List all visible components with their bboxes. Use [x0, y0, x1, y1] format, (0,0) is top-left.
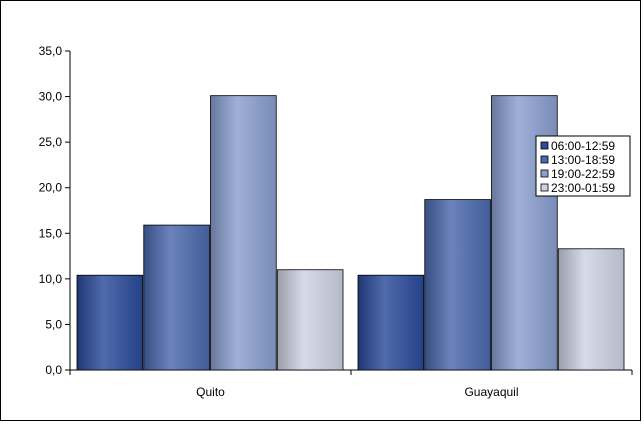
y-axis: 0,0 5,0 10,0 15,0 20,0 25,0 30,0 35,0: [39, 44, 71, 377]
bar: [143, 224, 210, 371]
x-tick-label: Guayaquil: [464, 385, 518, 399]
y-tick-label: 15,0: [39, 226, 63, 240]
legend-swatch: [540, 141, 549, 150]
legend-label: 06:00-12:59: [551, 139, 615, 153]
legend-swatch: [540, 155, 549, 164]
bar: [76, 274, 144, 371]
bar: [357, 274, 425, 371]
y-tick-label: 35,0: [39, 44, 63, 58]
legend-label: 19:00-22:59: [551, 167, 615, 181]
legend-swatch: [540, 183, 549, 192]
bar: [276, 269, 344, 371]
legend-label: 23:00-01:59: [551, 181, 615, 195]
y-tick-label: 30,0: [39, 90, 63, 104]
legend-box: [535, 135, 631, 197]
y-tick-label: 10,0: [39, 272, 63, 286]
bars: [76, 95, 625, 371]
bar: [557, 248, 625, 371]
x-tick-label: Quito: [196, 385, 225, 399]
bar: [210, 95, 277, 371]
y-tick-label: 25,0: [39, 135, 63, 149]
y-tick-label: 0,0: [45, 363, 62, 377]
y-tick-label: 5,0: [45, 317, 62, 331]
y-tick-label: 20,0: [39, 181, 63, 195]
legend-swatch: [540, 169, 549, 178]
legend: 06:00-12:5913:00-18:5919:00-22:5923:00-0…: [535, 135, 631, 197]
bar: [424, 199, 491, 371]
legend-label: 13:00-18:59: [551, 153, 615, 167]
